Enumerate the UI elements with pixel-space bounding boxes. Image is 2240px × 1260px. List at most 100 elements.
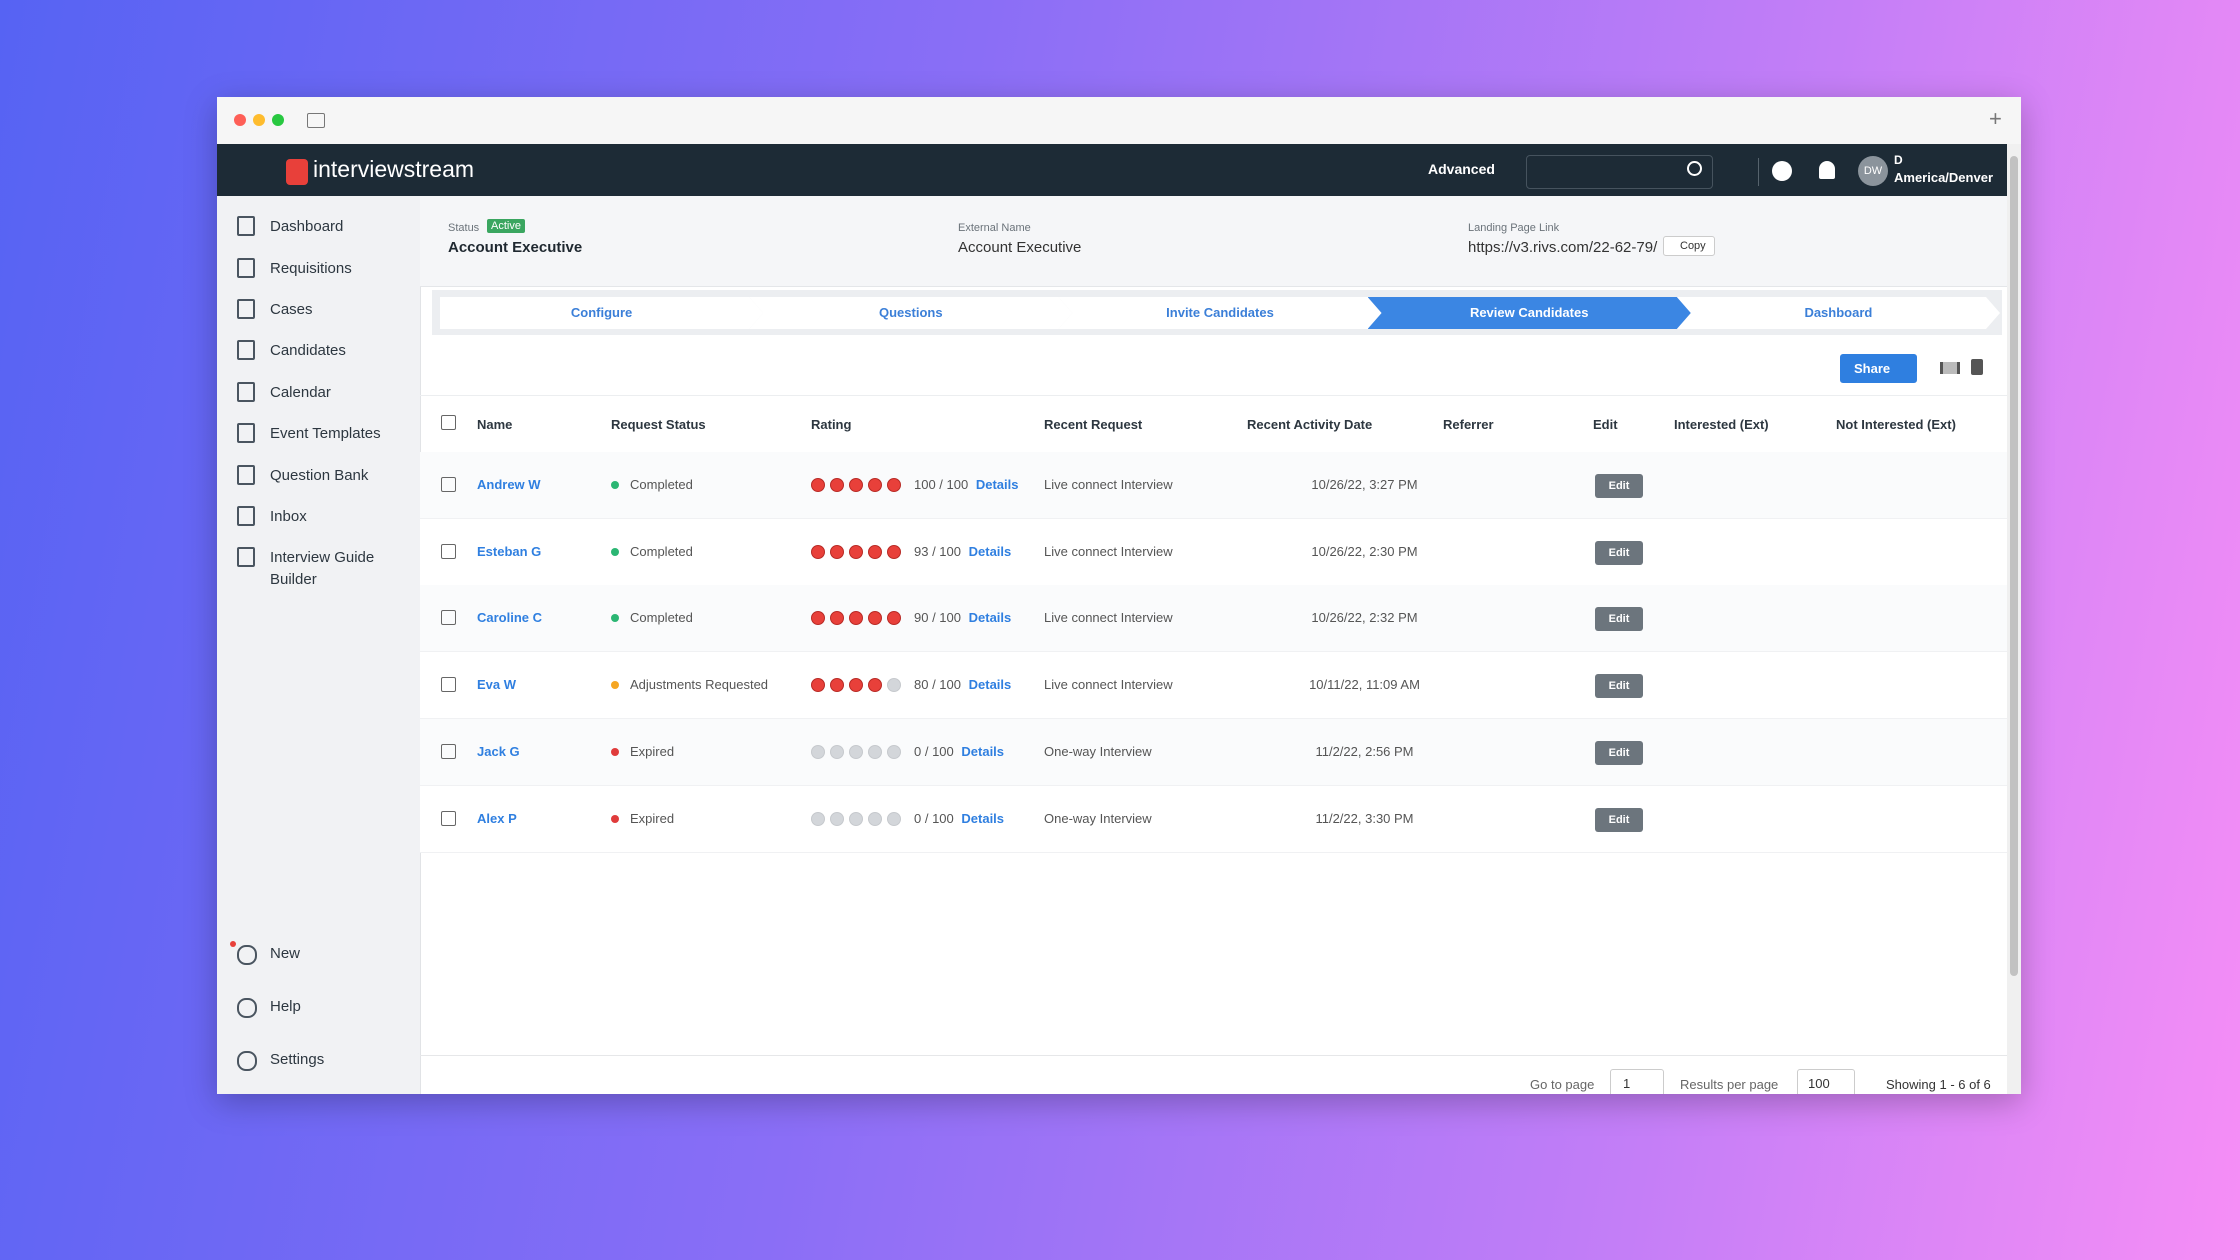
nav-item[interactable]: Question Bank	[270, 467, 369, 484]
column-header[interactable]: Rating	[811, 417, 852, 432]
nav-item[interactable]: Candidates	[270, 342, 346, 359]
request-status: Expired	[630, 810, 675, 826]
step[interactable]: Questions	[749, 297, 1073, 329]
nav-item[interactable]: Help	[270, 998, 301, 1015]
rating-dot	[811, 611, 825, 626]
column-header[interactable]: Request Status	[611, 417, 706, 432]
table-row	[420, 585, 2007, 653]
details-link[interactable]: Details	[961, 810, 1005, 826]
rating-dot	[868, 544, 882, 559]
step[interactable]: Review Candidates	[1367, 297, 1691, 329]
candidate-name[interactable]: Eva W	[477, 677, 517, 693]
checkbox[interactable]	[441, 677, 456, 693]
avatar[interactable]: DW	[1858, 156, 1888, 186]
column-header[interactable]: Edit	[1593, 417, 1618, 432]
edit-button[interactable]: Edit	[1595, 674, 1643, 699]
scroll-thumb[interactable]	[2010, 156, 2018, 976]
nav-icon	[237, 423, 255, 443]
search-box[interactable]	[1526, 155, 1713, 189]
step-label: Dashboard	[1804, 305, 1873, 320]
table-row	[420, 518, 2007, 586]
table-row	[420, 652, 2007, 720]
title-bar: +	[217, 97, 2021, 145]
rating-dot	[849, 611, 863, 626]
page-select[interactable]: 1	[1610, 1069, 1664, 1094]
column-header[interactable]: Not Interested (Ext)	[1836, 417, 1956, 432]
min-dot[interactable]	[253, 114, 265, 126]
column-header[interactable]: Recent Request	[1044, 417, 1143, 432]
rating-dot	[830, 811, 844, 826]
rating-dot	[811, 744, 825, 759]
rating-dot	[830, 678, 844, 693]
rating-dot	[868, 744, 882, 759]
max-dot[interactable]	[272, 114, 284, 126]
table-row	[420, 718, 2007, 786]
rating-dot	[887, 611, 901, 626]
per-page-select[interactable]: 100	[1797, 1069, 1855, 1094]
recent-request: Live connect Interview	[1044, 610, 1173, 626]
candidate-name[interactable]: Jack G	[477, 743, 520, 759]
label: External Name	[958, 222, 1031, 234]
checkbox[interactable]	[441, 810, 456, 826]
edit-button[interactable]: Edit	[1595, 540, 1643, 565]
nav-icon	[237, 340, 255, 360]
table-row	[420, 785, 2007, 853]
nav-item[interactable]: Dashboard	[270, 218, 344, 235]
activity-date: 11/2/22, 2:56 PM	[1315, 743, 1414, 759]
step-label: Configure	[570, 305, 633, 320]
bell-icon	[1819, 161, 1835, 179]
edit-button[interactable]: Edit	[1595, 740, 1643, 765]
column-header[interactable]: Name	[477, 417, 513, 432]
checkbox[interactable]	[441, 610, 456, 626]
checkbox[interactable]	[441, 477, 456, 492]
copy-button[interactable]: Copy	[1663, 236, 1715, 256]
edit-button[interactable]: Edit	[1595, 474, 1643, 498]
nav-item[interactable]: Inbox	[270, 508, 307, 525]
nav-item[interactable]: Settings	[270, 1051, 325, 1068]
column-header[interactable]: Interested (Ext)	[1674, 417, 1769, 432]
details-link[interactable]: Details	[961, 743, 1005, 759]
details-link[interactable]: Details	[968, 610, 1012, 626]
checkbox[interactable]	[441, 543, 456, 559]
details-link[interactable]: Details	[968, 677, 1012, 693]
checkbox[interactable]	[441, 743, 456, 759]
candidate-name[interactable]: Andrew W	[477, 477, 541, 492]
status-dot	[611, 681, 619, 690]
step[interactable]: Dashboard	[1676, 297, 2000, 329]
step[interactable]: Invite Candidates	[1058, 297, 1382, 329]
share-button[interactable]: Share	[1840, 354, 1917, 383]
showing: Showing 1 - 6 of 6	[1886, 1077, 1991, 1092]
nav-item[interactable]: Cases	[270, 301, 313, 318]
request-status: Adjustments Requested	[630, 677, 769, 693]
close-dot[interactable]	[234, 114, 246, 126]
recent-request: Live connect Interview	[1044, 677, 1173, 693]
edit-button[interactable]: Edit	[1595, 807, 1643, 832]
step[interactable]: Configure	[440, 297, 764, 329]
export-icon	[1971, 359, 1983, 375]
details-link[interactable]: Details	[968, 543, 1012, 559]
advanced[interactable]: Advanced	[1428, 161, 1495, 177]
candidate-name[interactable]: Esteban G	[477, 543, 542, 559]
edit-button[interactable]: Edit	[1595, 607, 1643, 632]
step-label: Questions	[878, 305, 943, 320]
nav-item[interactable]: New	[270, 945, 301, 962]
search-icon	[1687, 161, 1702, 176]
score: 100 / 100 Details	[914, 477, 1019, 492]
new-tab[interactable]: +	[1989, 106, 2002, 131]
column-header[interactable]: Recent Activity Date	[1247, 417, 1373, 432]
sidebar-toggle[interactable]	[307, 113, 325, 128]
rating-dot	[887, 811, 901, 826]
details-link[interactable]: Details	[975, 477, 1019, 492]
score: 0 / 100 Details	[914, 743, 1005, 759]
nav-item[interactable]: Interview Guide Builder	[270, 549, 375, 588]
link[interactable]: https://v3.rivs.com/22-62-79/	[1468, 239, 1658, 256]
nav-item[interactable]: Event Templates	[270, 425, 381, 442]
nav-item[interactable]: Requisitions	[270, 260, 352, 277]
user-initial: D	[1894, 153, 1903, 167]
browser-window: + interviewstream Advanced DW D America/Denv…	[217, 97, 2021, 1094]
candidate-name[interactable]: Alex P	[477, 810, 517, 826]
nav-item[interactable]: Calendar	[270, 384, 331, 401]
candidate-name[interactable]: Caroline C	[477, 610, 543, 626]
checkbox[interactable]	[441, 415, 456, 430]
column-header[interactable]: Referrer	[1443, 417, 1494, 432]
